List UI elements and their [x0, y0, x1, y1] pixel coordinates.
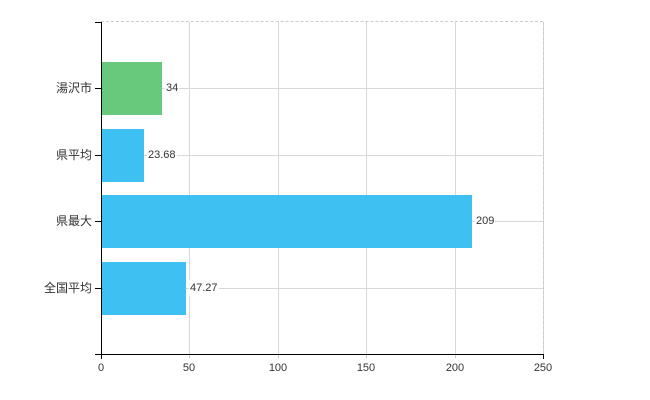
x-tick-label: 150	[356, 362, 376, 374]
y-axis-tick	[95, 221, 101, 222]
x-axis-line	[95, 354, 544, 355]
y-axis-tick	[95, 155, 101, 156]
bar-value-label: 34	[165, 80, 180, 96]
v-gridline	[455, 22, 456, 354]
x-axis-tick	[366, 354, 367, 358]
category-label: 湯沢市	[55, 81, 92, 95]
bar-value-label: 209	[475, 213, 496, 229]
h-gridline	[101, 155, 543, 156]
x-tick-label: 100	[268, 362, 288, 374]
plot-right-border	[543, 22, 544, 354]
v-gridline	[366, 22, 367, 354]
y-axis-top-tick	[95, 22, 101, 23]
h-gridline	[101, 288, 543, 289]
x-axis-tick	[278, 354, 279, 358]
bar-湯沢市	[102, 62, 162, 115]
category-label: 全国平均	[43, 281, 92, 295]
bar-value-label: 23.68	[147, 147, 177, 163]
y-axis-tick	[95, 288, 101, 289]
y-axis-line	[101, 22, 102, 355]
bar-県最大	[102, 195, 472, 248]
v-gridline	[278, 22, 279, 354]
category-label: 県最大	[55, 214, 92, 228]
bar-value-label: 47.27	[189, 280, 219, 296]
x-tick-label: 50	[182, 362, 196, 374]
x-tick-label: 0	[97, 362, 105, 374]
x-axis-tick	[101, 354, 102, 359]
x-tick-label: 250	[533, 362, 553, 374]
plot-top-border	[101, 21, 543, 22]
x-axis-tick	[543, 354, 544, 359]
x-axis-tick	[455, 354, 456, 358]
h-gridline	[101, 88, 543, 89]
y-axis-tick	[95, 88, 101, 89]
bar-全国平均	[102, 262, 186, 315]
category-label: 県平均	[55, 148, 92, 162]
x-axis-tick	[189, 354, 190, 358]
v-gridline	[189, 22, 190, 354]
bar-県平均	[102, 129, 144, 182]
x-tick-label: 200	[445, 362, 465, 374]
